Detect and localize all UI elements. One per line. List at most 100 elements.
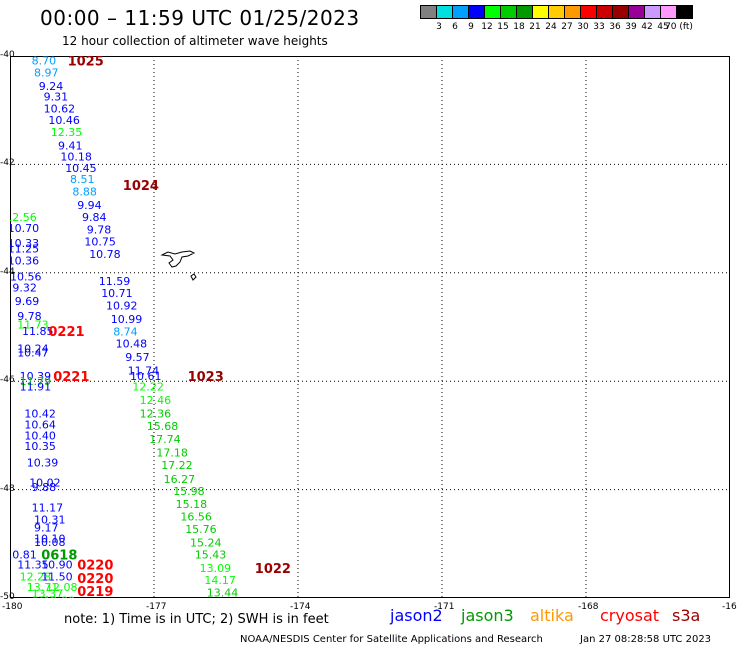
wave-height-label: 11.73 xyxy=(17,318,49,331)
wave-height-label: 9.84 xyxy=(82,211,107,224)
wave-height-label: 12.56 xyxy=(10,211,37,224)
wave-height-label: 10.46 xyxy=(48,114,80,127)
wave-height-label: 10.08 xyxy=(34,536,66,549)
latitude-label: -48 xyxy=(0,483,15,494)
wave-height-label: 12.36 xyxy=(140,408,172,421)
chatham-island-outline xyxy=(160,250,196,268)
longitude-label: -177 xyxy=(146,602,167,612)
wave-height-label: 10.33 xyxy=(10,237,39,250)
color-swatch xyxy=(676,5,693,19)
wave-height-label: 10.56 xyxy=(10,271,42,284)
longitude-label: -180 xyxy=(2,602,23,612)
color-swatch xyxy=(500,5,517,19)
latitude-label: -40 xyxy=(0,50,15,60)
wave-height-label: 11.17 xyxy=(32,501,63,514)
pitt-island-outline xyxy=(190,273,197,281)
wave-height-label: 10.81 xyxy=(10,549,37,562)
wave-height-label: 11.85 xyxy=(22,325,54,338)
wave-height-label: 13.09 xyxy=(200,562,232,575)
pass-time-label: 0221 xyxy=(48,325,84,340)
wave-height-label: 13.44 xyxy=(207,587,239,598)
wave-height-label: 15.24 xyxy=(190,537,222,550)
wave-height-label: 10.90 xyxy=(41,558,72,571)
longitude-label: -174 xyxy=(290,602,311,612)
satellite-legend-item: altika xyxy=(530,606,574,625)
wave-height-label: 9.57 xyxy=(125,351,150,364)
wave-height-label: 10.70 xyxy=(10,222,39,235)
color-scale-label: 36 xyxy=(609,22,621,32)
wave-height-map: 8.70 8.97 9.24 9.31 10.62 10.46 12.35 9.41 10.18… xyxy=(5,54,730,614)
latitude-label: -50 xyxy=(0,592,15,602)
page-title: 00:00 – 11:59 UTC 01/25/2023 xyxy=(40,6,360,30)
wave-height-label: 10.92 xyxy=(106,299,138,312)
wave-height-label: 15.98 xyxy=(173,485,205,498)
color-swatch xyxy=(612,5,629,19)
satellite-legend-item: cryosat xyxy=(600,606,660,625)
wave-height-label: 10.39 xyxy=(27,457,59,470)
color-swatch xyxy=(468,5,485,19)
satellite-legend-item: s3a xyxy=(672,606,701,625)
wave-height-label: 9.78 xyxy=(17,310,42,323)
color-scale-label: 39 xyxy=(625,22,637,32)
wave-height-label: 10.31 xyxy=(34,513,66,526)
wave-height-label: 12.08 xyxy=(46,581,78,594)
wave-height-label: 12.35 xyxy=(51,126,83,139)
map-canvas: 8.708.979.249.3110.6210.4612.359.4110.18… xyxy=(5,54,730,614)
wave-height-label: 11.74 xyxy=(128,364,160,377)
latitude-label: -42 xyxy=(0,158,15,169)
wave-height-label: 11.30 xyxy=(39,597,71,598)
pass-time-label: 0220 xyxy=(77,558,113,573)
wave-height-label: 9.78 xyxy=(87,223,112,236)
wave-height-label: 10.02 xyxy=(29,477,61,490)
color-scale-label: 30 xyxy=(577,22,589,32)
longitude-label: -168 xyxy=(578,602,599,612)
pass-time-label: 1022 xyxy=(255,562,291,577)
color-swatch xyxy=(420,5,437,19)
wave-height-label: 10.47 xyxy=(17,346,49,359)
wave-height-label: 8.51 xyxy=(70,173,95,186)
wave-height-label: 17.18 xyxy=(156,447,188,460)
wave-height-label: 10.35 xyxy=(24,440,56,453)
wave-height-label: 10.45 xyxy=(65,162,97,175)
wave-height-label: 10.62 xyxy=(44,103,76,116)
wave-height-label: 10.10 xyxy=(34,532,66,545)
wave-height-label: 8.88 xyxy=(72,186,97,199)
wave-height-label: 10.99 xyxy=(111,313,143,326)
pass-time-label: 0618 xyxy=(41,549,77,564)
color-swatch xyxy=(660,5,677,19)
wave-height-label: 17.22 xyxy=(161,459,193,472)
color-scale-label: 3 xyxy=(436,22,442,32)
wave-height-label: 11.79 xyxy=(20,375,52,388)
color-scale-label: 70 (ft) xyxy=(665,22,693,32)
color-scale-label: 45 xyxy=(657,22,669,32)
latitude-label: -44 xyxy=(0,266,15,277)
color-swatch xyxy=(580,5,597,19)
wave-height-label: 11.25 xyxy=(10,242,39,255)
wave-height-label: 11.91 xyxy=(20,381,52,394)
wave-height-label: 10.75 xyxy=(84,235,116,248)
credit-line: NOAA/NESDIS Center for Satellite Applica… xyxy=(240,634,543,645)
wave-height-label: 10.64 xyxy=(24,419,56,432)
wave-height-label: 10.40 xyxy=(24,429,56,442)
color-scale-label: 42 xyxy=(641,22,653,32)
footer-note: note: 1) Time is in UTC; 2) SWH is in fe… xyxy=(64,612,329,627)
wave-height-label: 9.32 xyxy=(12,281,37,294)
wave-height-label: 9.31 xyxy=(44,91,69,104)
wave-height-label: 10.39 xyxy=(20,370,52,383)
color-swatch xyxy=(484,5,501,19)
color-swatch xyxy=(548,5,565,19)
longitude-label: -171 xyxy=(434,602,455,612)
color-swatch xyxy=(628,5,645,19)
color-scale-bar xyxy=(420,5,693,19)
wave-height-label: 15.76 xyxy=(185,523,217,536)
satellite-legend-item: jason3 xyxy=(461,606,514,625)
wave-height-label: 9.41 xyxy=(58,139,83,152)
pass-time-label: 0221 xyxy=(53,370,89,385)
wave-height-label: 15.68 xyxy=(147,420,179,433)
longitude-label: -16 xyxy=(722,602,737,612)
page-subtitle: 12 hour collection of altimeter wave hei… xyxy=(62,34,328,48)
satellite-legend-item: jason2 xyxy=(390,606,443,625)
wave-height-label: 10.42 xyxy=(24,408,56,421)
color-swatch xyxy=(564,5,581,19)
color-scale-label: 9 xyxy=(468,22,474,32)
